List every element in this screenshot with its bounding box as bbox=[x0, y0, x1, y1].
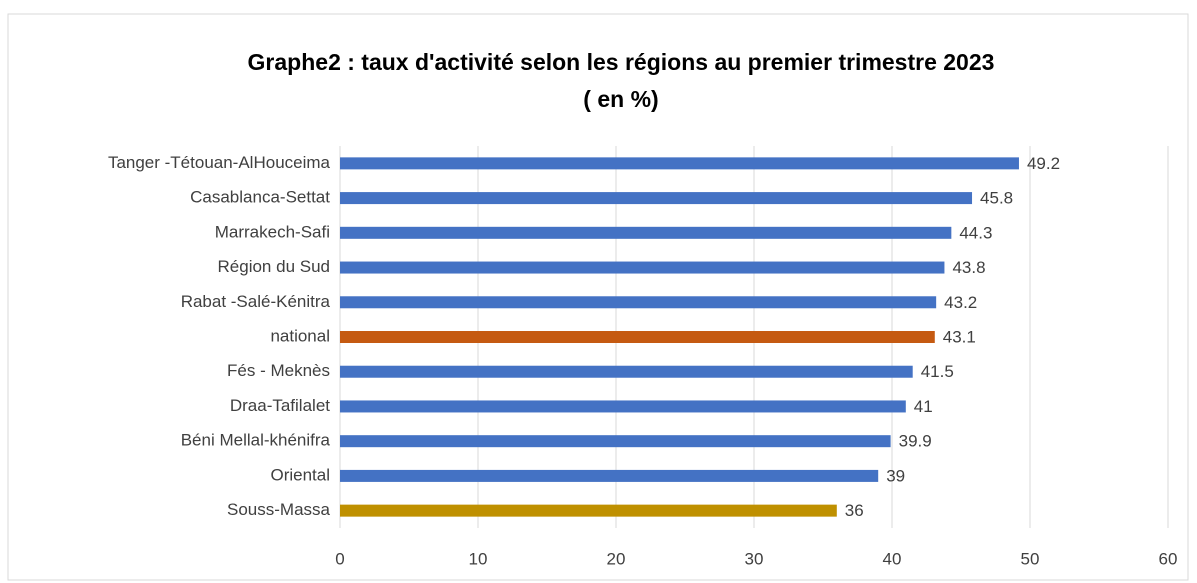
data-label: 45.8 bbox=[980, 189, 1013, 208]
x-tick-label: 50 bbox=[1021, 549, 1040, 568]
y-tick-label: Oriental bbox=[270, 465, 330, 484]
x-tick-label: 40 bbox=[883, 549, 902, 568]
data-label: 43.1 bbox=[943, 327, 976, 346]
bar bbox=[340, 192, 973, 205]
y-tick-label: Souss-Massa bbox=[227, 500, 331, 519]
bar bbox=[340, 400, 906, 413]
bar bbox=[340, 365, 913, 378]
y-tick-label: Tanger -Tétouan-AlHouceima bbox=[108, 153, 331, 172]
x-tick-label: 10 bbox=[469, 549, 488, 568]
data-label: 41 bbox=[914, 397, 933, 416]
y-tick-label: Rabat -Salé-Kénitra bbox=[181, 292, 331, 311]
bar bbox=[340, 469, 879, 482]
bar bbox=[340, 261, 945, 274]
bar bbox=[340, 226, 952, 239]
x-tick-label: 20 bbox=[607, 549, 626, 568]
data-label: 39.9 bbox=[899, 432, 932, 451]
data-label: 49.2 bbox=[1027, 154, 1060, 173]
data-label: 43.8 bbox=[952, 258, 985, 277]
bar bbox=[340, 331, 935, 343]
y-tick-label: Région du Sud bbox=[218, 257, 330, 276]
chart-subtitle: ( en %) bbox=[583, 86, 658, 112]
y-tick-label: Casablanca-Settat bbox=[190, 188, 330, 207]
y-tick-label: national bbox=[270, 326, 330, 345]
bar bbox=[340, 435, 891, 448]
bar bbox=[340, 296, 937, 309]
data-label: 44.3 bbox=[959, 223, 992, 242]
x-tick-label: 30 bbox=[745, 549, 764, 568]
chart-title: Graphe2 : taux d'activité selon les régi… bbox=[248, 49, 995, 75]
bar bbox=[340, 157, 1019, 170]
y-tick-label: Marrakech-Safi bbox=[215, 222, 330, 241]
data-label: 39 bbox=[886, 466, 905, 485]
y-tick-label: Béni Mellal-khénifra bbox=[181, 431, 331, 450]
y-tick-label: Draa-Tafilalet bbox=[230, 396, 330, 415]
data-label: 41.5 bbox=[921, 362, 954, 381]
x-tick-label: 0 bbox=[335, 549, 344, 568]
x-tick-label: 60 bbox=[1159, 549, 1178, 568]
data-label: 43.2 bbox=[944, 293, 977, 312]
data-label: 36 bbox=[845, 501, 864, 520]
bar bbox=[340, 504, 837, 517]
y-tick-label: Fés - Meknès bbox=[227, 361, 330, 380]
